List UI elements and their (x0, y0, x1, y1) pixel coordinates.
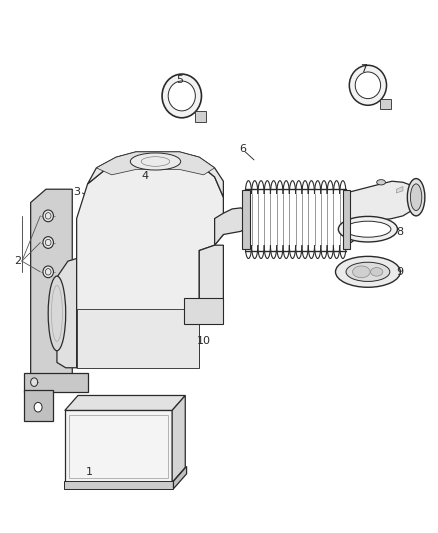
Text: 1: 1 (86, 467, 93, 477)
Ellipse shape (43, 210, 53, 222)
Polygon shape (195, 111, 206, 122)
Ellipse shape (345, 221, 391, 237)
Ellipse shape (353, 266, 370, 278)
Ellipse shape (377, 180, 385, 185)
Polygon shape (242, 190, 250, 249)
Ellipse shape (162, 74, 201, 118)
Polygon shape (199, 245, 223, 309)
Polygon shape (173, 466, 187, 489)
Ellipse shape (349, 66, 386, 106)
Text: 9: 9 (396, 267, 403, 277)
Polygon shape (24, 373, 88, 392)
Polygon shape (172, 395, 185, 482)
Ellipse shape (43, 237, 53, 248)
Polygon shape (96, 152, 215, 175)
Polygon shape (88, 152, 223, 197)
Ellipse shape (43, 266, 53, 278)
Text: 8: 8 (396, 227, 403, 237)
Bar (184, 298, 223, 324)
Polygon shape (57, 259, 77, 368)
Ellipse shape (130, 153, 180, 170)
Polygon shape (215, 208, 245, 245)
Ellipse shape (407, 179, 425, 216)
Ellipse shape (34, 402, 42, 412)
Polygon shape (31, 189, 72, 386)
Polygon shape (396, 187, 403, 193)
Bar (69, 415, 168, 478)
Polygon shape (346, 181, 416, 246)
Text: 6: 6 (240, 144, 247, 154)
Ellipse shape (410, 184, 422, 211)
Ellipse shape (336, 256, 400, 287)
Bar (65, 410, 172, 482)
Text: 5: 5 (176, 75, 183, 85)
Ellipse shape (338, 216, 397, 242)
Text: 2: 2 (14, 256, 21, 266)
Text: 7: 7 (360, 64, 367, 74)
Ellipse shape (371, 268, 383, 276)
Text: 4: 4 (141, 171, 148, 181)
Ellipse shape (346, 262, 390, 281)
Ellipse shape (48, 276, 66, 351)
Ellipse shape (168, 81, 195, 111)
Polygon shape (77, 163, 223, 368)
Polygon shape (343, 190, 350, 249)
Bar (64, 481, 173, 489)
Text: 3: 3 (73, 187, 80, 197)
Ellipse shape (31, 378, 38, 386)
Ellipse shape (355, 72, 381, 99)
Polygon shape (380, 99, 391, 109)
Polygon shape (24, 390, 53, 421)
Polygon shape (65, 395, 185, 410)
Text: 10: 10 (197, 336, 211, 346)
Polygon shape (77, 309, 199, 368)
